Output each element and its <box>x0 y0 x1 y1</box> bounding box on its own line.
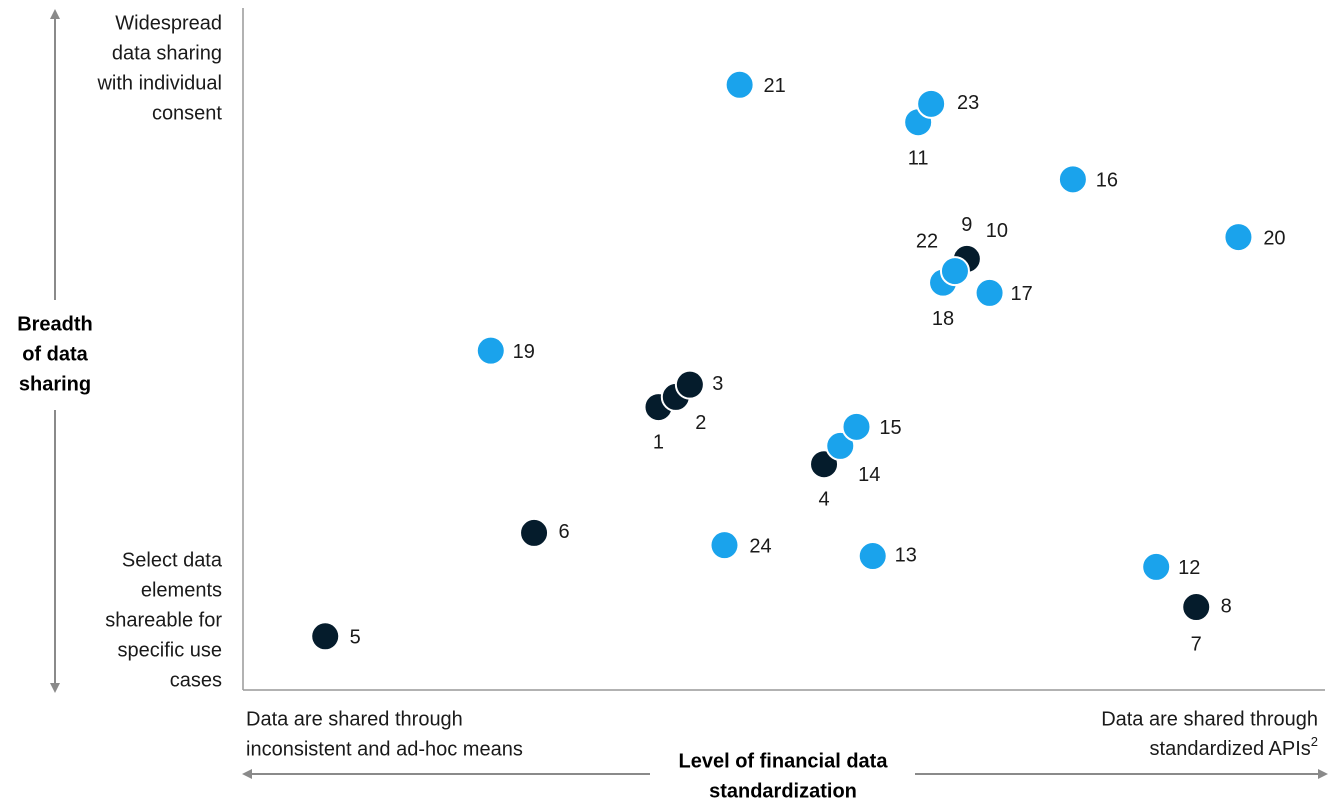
y-bottom-note: shareable for <box>105 609 222 631</box>
y-bottom-note: cases <box>170 669 222 691</box>
point-label: 20 <box>1263 227 1285 249</box>
point-label: 4 <box>818 489 829 511</box>
y-bottom-note: Select data <box>122 549 223 571</box>
point-label: 13 <box>895 544 917 566</box>
footnote: 2 <box>1311 734 1318 749</box>
point <box>1141 551 1172 582</box>
y-bottom-note: specific use <box>118 639 223 661</box>
point-label: 24 <box>749 535 771 557</box>
point-label: 17 <box>1010 283 1032 305</box>
point-label: 3 <box>712 373 723 395</box>
point-label: 6 <box>558 521 569 543</box>
point <box>709 530 740 561</box>
x-label: standardization <box>709 780 857 802</box>
point <box>724 69 755 100</box>
point <box>825 430 856 461</box>
point-label: 5 <box>350 627 361 649</box>
point-label: 16 <box>1096 170 1118 192</box>
point <box>475 335 506 366</box>
point-label: 7 <box>1191 633 1202 655</box>
point <box>674 369 705 400</box>
point <box>310 621 341 652</box>
point-label: 18 <box>932 308 954 330</box>
point-label: 10 <box>986 220 1008 242</box>
point <box>519 517 550 548</box>
point-label: 14 <box>858 464 880 486</box>
point-label: 9 <box>961 214 972 236</box>
point-label: 12 <box>1178 557 1200 579</box>
point-label: 15 <box>879 417 901 439</box>
y-bottom-note: elements <box>141 579 222 601</box>
y-top-note: data sharing <box>112 42 222 64</box>
point <box>1223 222 1254 253</box>
point-label: 11 <box>908 147 929 169</box>
point <box>916 88 947 119</box>
x-left-note: inconsistent and ad-hoc means <box>246 738 523 760</box>
point-label: 23 <box>957 92 979 114</box>
point-label: 19 <box>513 341 535 363</box>
x-label: Level of financial data <box>679 750 889 772</box>
x-right-note: Data are shared through <box>1101 708 1318 730</box>
point <box>974 277 1005 308</box>
point-label: 22 <box>916 230 938 252</box>
x-right-note: standardized APIs2 <box>1150 734 1318 760</box>
y-top-note: Widespread <box>115 12 222 34</box>
note-line: standardized APIs <box>1150 738 1311 760</box>
x-left-note: Data are shared through <box>246 708 463 730</box>
y-top-note: consent <box>152 102 222 124</box>
point-label: 21 <box>764 75 786 97</box>
y-label: Breadth <box>17 313 93 335</box>
point-label: 8 <box>1221 595 1232 617</box>
point <box>939 256 970 287</box>
point <box>841 411 872 442</box>
point <box>1057 164 1088 195</box>
point-label: 2 <box>695 412 706 434</box>
y-label: sharing <box>19 373 91 395</box>
y-top-note: with individual <box>96 72 222 94</box>
y-label: of data <box>22 343 88 365</box>
point-label: 1 <box>653 431 664 453</box>
point <box>1181 592 1212 623</box>
point <box>857 541 888 572</box>
